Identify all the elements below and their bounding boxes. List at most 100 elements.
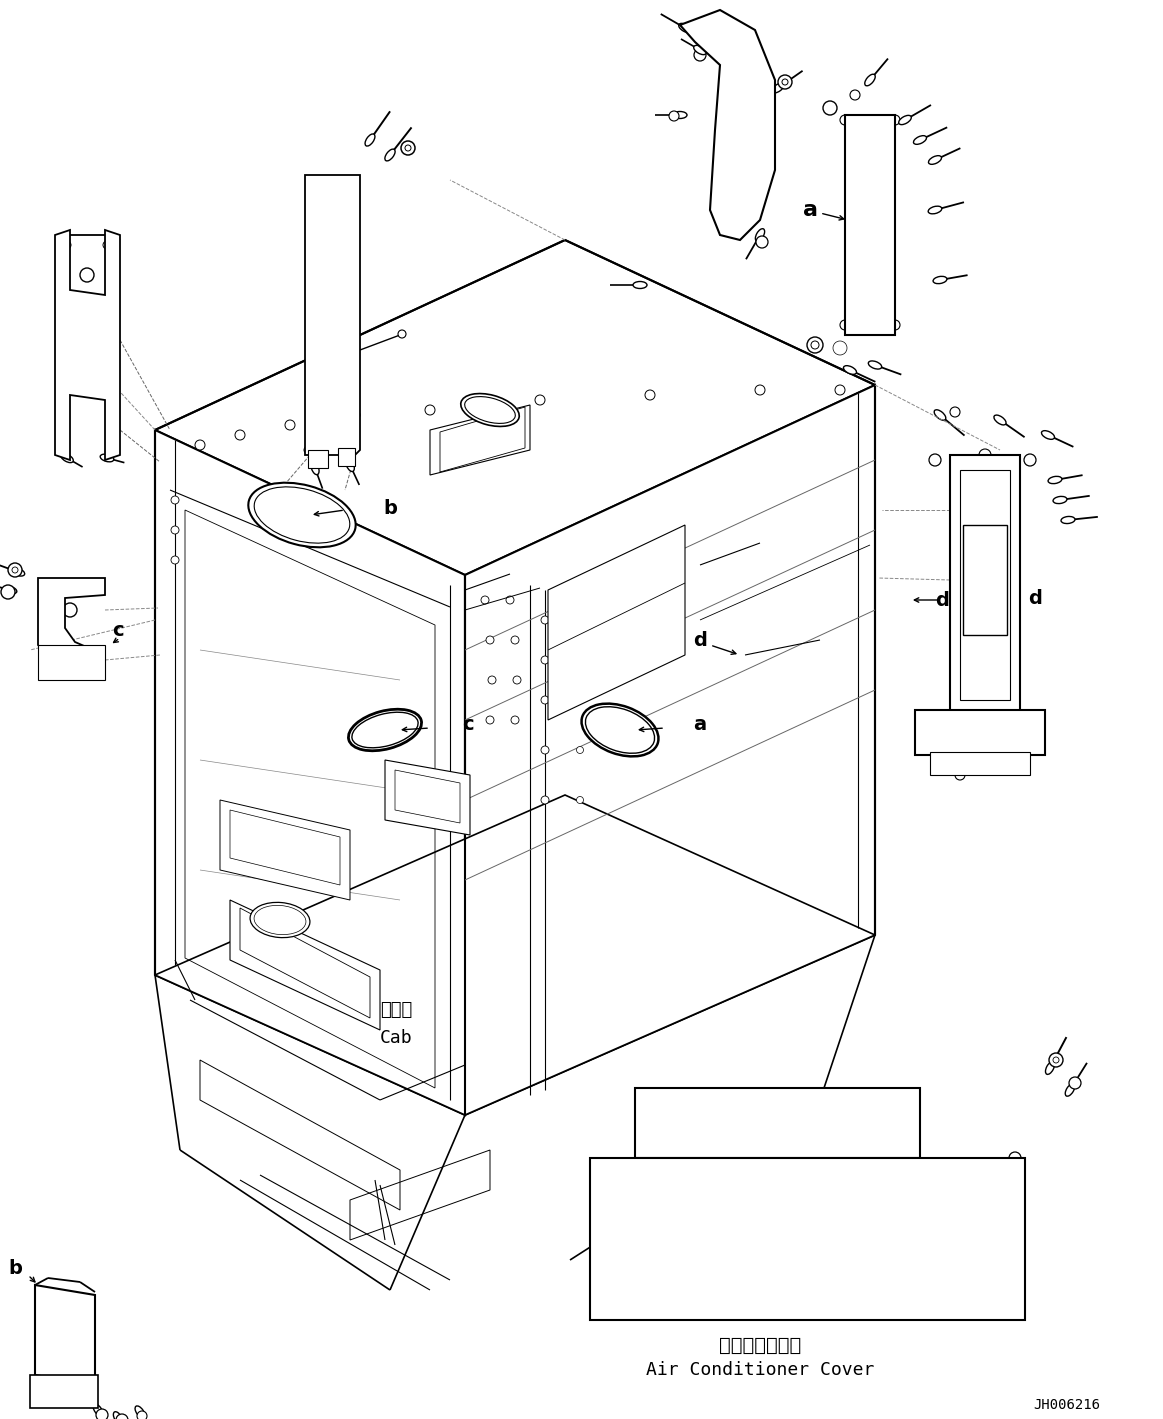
Ellipse shape bbox=[835, 343, 846, 353]
Ellipse shape bbox=[756, 236, 768, 248]
Polygon shape bbox=[915, 710, 1046, 755]
Ellipse shape bbox=[135, 1406, 145, 1418]
Polygon shape bbox=[635, 1088, 920, 1158]
Ellipse shape bbox=[649, 1103, 661, 1114]
Ellipse shape bbox=[1023, 454, 1036, 465]
Ellipse shape bbox=[80, 268, 94, 282]
Ellipse shape bbox=[859, 1103, 871, 1114]
Ellipse shape bbox=[869, 360, 882, 369]
Ellipse shape bbox=[250, 902, 309, 938]
Ellipse shape bbox=[304, 446, 312, 454]
Ellipse shape bbox=[327, 285, 337, 295]
Ellipse shape bbox=[577, 697, 584, 704]
Ellipse shape bbox=[53, 1323, 67, 1337]
Polygon shape bbox=[590, 1158, 1025, 1320]
Ellipse shape bbox=[445, 451, 454, 458]
Ellipse shape bbox=[63, 603, 77, 617]
Ellipse shape bbox=[772, 84, 784, 92]
Polygon shape bbox=[680, 10, 775, 240]
Text: a: a bbox=[693, 715, 707, 735]
Polygon shape bbox=[548, 525, 685, 719]
Text: d: d bbox=[693, 630, 707, 650]
Ellipse shape bbox=[913, 136, 927, 145]
Polygon shape bbox=[170, 490, 450, 1100]
Ellipse shape bbox=[445, 436, 454, 444]
Ellipse shape bbox=[1009, 1152, 1021, 1164]
Text: Air Conditioner Cover: Air Conditioner Cover bbox=[645, 1361, 875, 1379]
Ellipse shape bbox=[633, 281, 647, 288]
Ellipse shape bbox=[171, 556, 179, 563]
Ellipse shape bbox=[955, 771, 965, 780]
Text: b: b bbox=[8, 1259, 22, 1277]
Polygon shape bbox=[38, 578, 105, 680]
Ellipse shape bbox=[195, 440, 205, 450]
Polygon shape bbox=[38, 646, 105, 680]
Ellipse shape bbox=[424, 404, 435, 414]
Ellipse shape bbox=[466, 431, 475, 438]
Ellipse shape bbox=[1065, 1084, 1075, 1097]
Polygon shape bbox=[30, 1375, 98, 1408]
Ellipse shape bbox=[890, 321, 900, 331]
Ellipse shape bbox=[950, 407, 959, 417]
Polygon shape bbox=[930, 752, 1030, 775]
Ellipse shape bbox=[486, 636, 494, 644]
Ellipse shape bbox=[345, 458, 355, 471]
Polygon shape bbox=[385, 761, 470, 834]
Ellipse shape bbox=[695, 1165, 705, 1175]
Ellipse shape bbox=[994, 416, 1006, 424]
Text: d: d bbox=[935, 590, 949, 610]
Ellipse shape bbox=[679, 23, 691, 33]
Ellipse shape bbox=[1046, 1061, 1055, 1074]
Ellipse shape bbox=[235, 430, 245, 440]
Ellipse shape bbox=[850, 89, 859, 99]
Ellipse shape bbox=[350, 410, 361, 420]
Ellipse shape bbox=[782, 79, 789, 85]
Ellipse shape bbox=[755, 385, 765, 394]
Polygon shape bbox=[963, 525, 1007, 634]
Ellipse shape bbox=[1053, 1057, 1059, 1063]
Ellipse shape bbox=[541, 796, 549, 805]
Ellipse shape bbox=[311, 461, 319, 475]
Ellipse shape bbox=[934, 410, 946, 420]
Ellipse shape bbox=[1069, 1077, 1080, 1088]
Ellipse shape bbox=[53, 1364, 66, 1376]
Ellipse shape bbox=[486, 717, 494, 724]
Ellipse shape bbox=[171, 526, 179, 534]
Ellipse shape bbox=[928, 156, 942, 165]
Text: c: c bbox=[462, 715, 473, 735]
Ellipse shape bbox=[865, 74, 876, 85]
Polygon shape bbox=[430, 404, 530, 475]
Ellipse shape bbox=[577, 647, 584, 654]
Ellipse shape bbox=[249, 482, 356, 548]
Ellipse shape bbox=[1053, 497, 1066, 504]
Ellipse shape bbox=[843, 366, 856, 375]
Ellipse shape bbox=[285, 420, 295, 430]
Text: a: a bbox=[802, 200, 818, 220]
Text: エアコンカバー: エアコンカバー bbox=[719, 1335, 801, 1355]
Ellipse shape bbox=[840, 115, 850, 125]
Ellipse shape bbox=[513, 675, 521, 684]
Ellipse shape bbox=[511, 717, 519, 724]
Ellipse shape bbox=[928, 206, 942, 214]
Ellipse shape bbox=[60, 453, 73, 463]
Ellipse shape bbox=[398, 331, 406, 338]
Ellipse shape bbox=[80, 363, 94, 377]
Ellipse shape bbox=[74, 1391, 85, 1401]
Ellipse shape bbox=[979, 448, 991, 461]
Polygon shape bbox=[220, 800, 350, 900]
Polygon shape bbox=[155, 240, 875, 575]
Ellipse shape bbox=[778, 75, 792, 89]
Text: キャブ: キャブ bbox=[380, 1000, 412, 1019]
Ellipse shape bbox=[645, 390, 655, 400]
Ellipse shape bbox=[635, 1165, 645, 1175]
Ellipse shape bbox=[401, 140, 415, 155]
Ellipse shape bbox=[823, 101, 837, 115]
Text: Cab: Cab bbox=[380, 1029, 413, 1047]
Ellipse shape bbox=[929, 739, 941, 751]
Text: JH006216: JH006216 bbox=[1033, 1398, 1100, 1412]
Ellipse shape bbox=[137, 1410, 147, 1419]
Ellipse shape bbox=[12, 568, 17, 573]
Ellipse shape bbox=[729, 194, 741, 206]
Polygon shape bbox=[846, 115, 896, 335]
Ellipse shape bbox=[541, 746, 549, 753]
